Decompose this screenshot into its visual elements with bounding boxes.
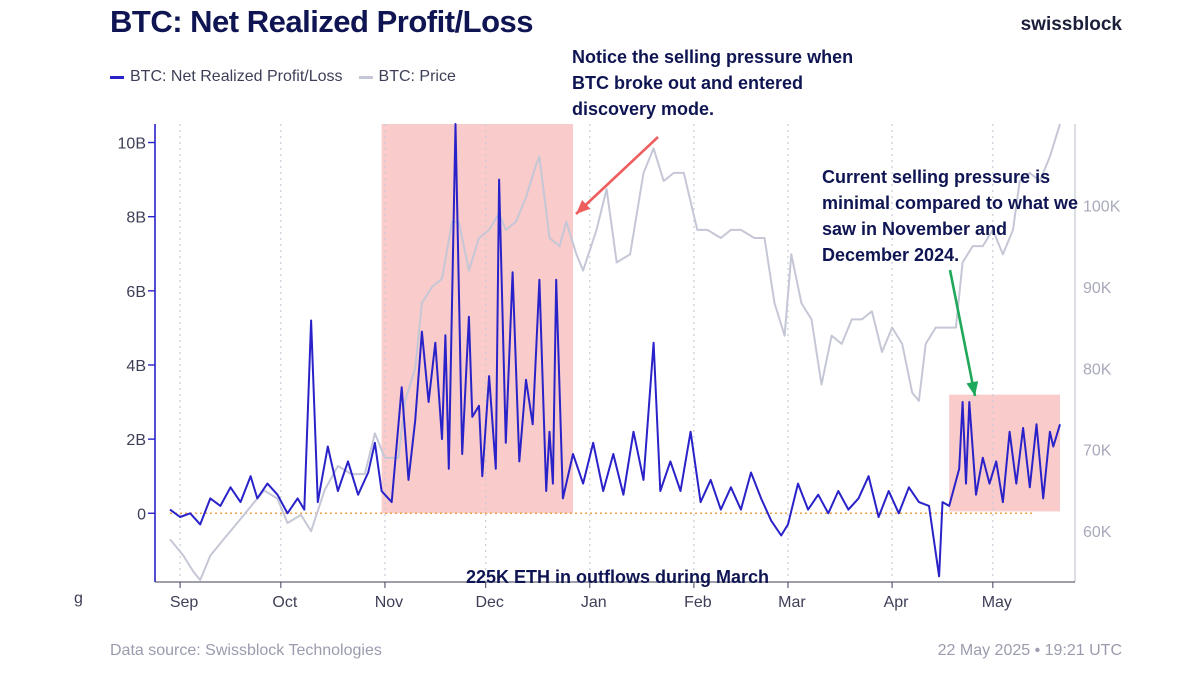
left-tick-label-0: 0 — [137, 506, 146, 523]
left-tick-label-5: 10B — [118, 136, 146, 153]
chart-legend: BTC: Net Realized Profit/Loss BTC: Price — [110, 68, 472, 86]
annotation-current-pressure: Current selling pressure is minimal comp… — [822, 167, 1079, 265]
arrow-discovery-shaft — [575, 136, 659, 215]
left-tick-label-4: 8B — [126, 210, 146, 227]
x-tick-label-4: Jan — [581, 594, 607, 611]
x-tick-label-7: Apr — [884, 594, 910, 611]
brand-logo: swissblock — [1020, 14, 1122, 35]
annotation-eth-outflows: 225K ETH in outflows during March — [466, 567, 770, 587]
right-tick-label-3: 90K — [1083, 280, 1112, 297]
left-tick-label-2: 4B — [126, 358, 146, 375]
legend-swatch-price — [358, 75, 373, 79]
arrow-current-shaft — [948, 269, 977, 397]
y-tick-labels: 0 2B 4B 6B 8B 10B 60K 70K 80K 90K 100K — [118, 136, 1121, 542]
legend-label-price: BTC: Price — [378, 68, 456, 85]
npl-series — [169, 123, 1061, 578]
axes — [154, 124, 1076, 583]
x-tick-label-3: Dec — [475, 594, 503, 611]
right-tick-label-4: 100K — [1083, 198, 1121, 215]
legend-swatch-npl — [110, 75, 124, 79]
x-tick-label-2: Nov — [375, 594, 403, 611]
arrow-discovery-head — [576, 200, 591, 214]
edge-glyph: g — [74, 590, 83, 607]
legend-item-npl[interactable]: BTC: Net Realized Profit/Loss — [110, 68, 343, 86]
left-tick-label-1: 2B — [126, 432, 146, 449]
data-source: Data source: Swissblock Technologies — [110, 642, 382, 659]
arrow-current-head — [966, 381, 979, 396]
annotation-discovery-mode: Notice the selling pressure when BTC bro… — [572, 47, 854, 119]
x-tick-label-1: Oct — [272, 594, 297, 611]
right-tick-label-0: 60K — [1083, 524, 1112, 541]
x-tick-label-6: Mar — [778, 594, 806, 611]
annotation-arrows — [575, 136, 979, 397]
x-tick-label-8: May — [982, 594, 1012, 611]
right-tick-label-1: 70K — [1083, 443, 1112, 460]
grid-lines — [179, 124, 994, 580]
right-tick-label-2: 80K — [1083, 361, 1112, 378]
timestamp: 22 May 2025 • 19:21 UTC — [937, 642, 1122, 659]
npl-line — [169, 123, 1061, 578]
x-tick-label-0: Sep — [170, 594, 199, 611]
x-tick-labels: Sep Oct Nov Dec Jan Feb Mar Apr May — [170, 582, 1012, 611]
page-title: BTC: Net Realized Profit/Loss — [110, 4, 534, 39]
legend-item-price[interactable]: BTC: Price — [358, 68, 456, 86]
left-tick-label-3: 6B — [126, 284, 146, 301]
x-tick-label-5: Feb — [684, 594, 712, 611]
legend-label-npl: BTC: Net Realized Profit/Loss — [130, 68, 343, 85]
